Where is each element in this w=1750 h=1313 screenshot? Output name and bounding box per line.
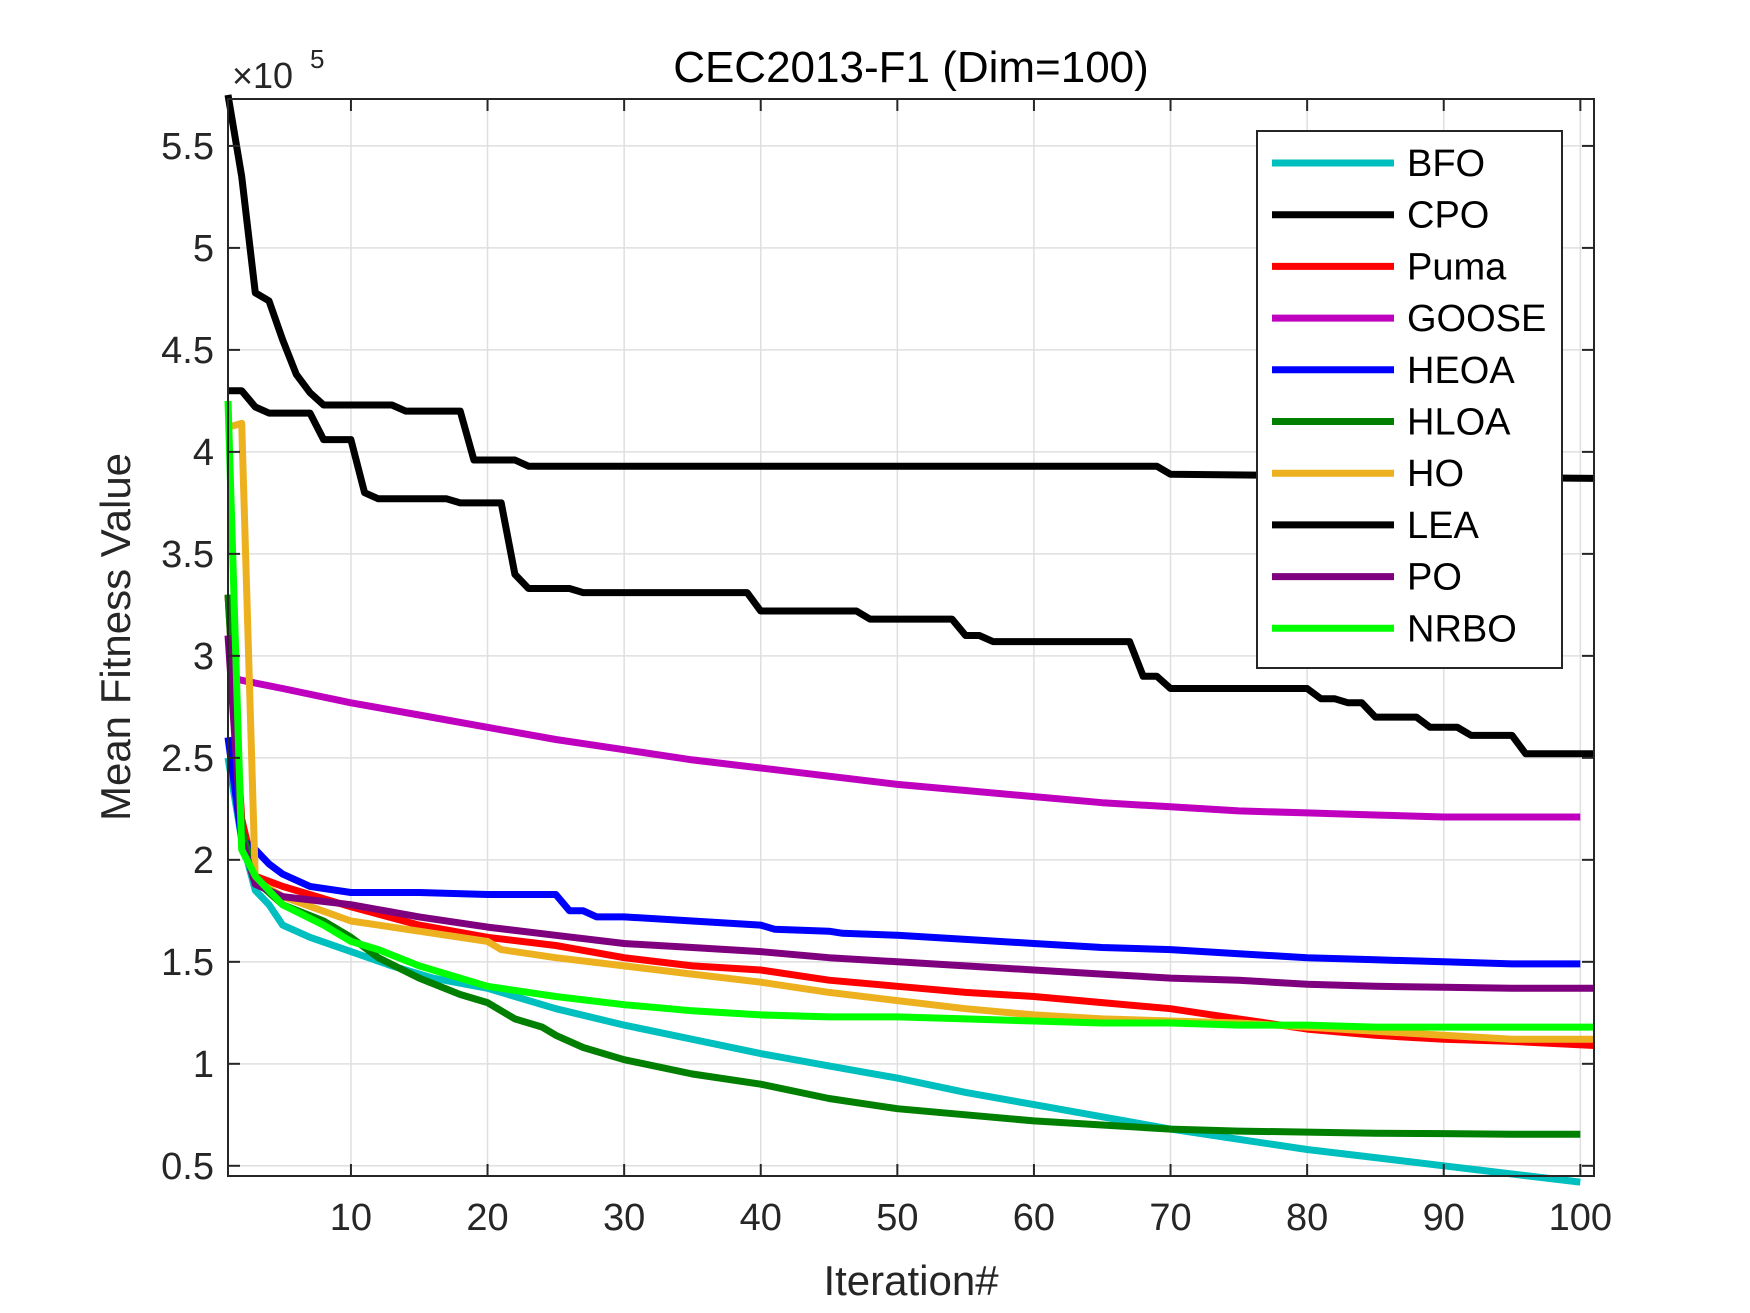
series-line-hloa <box>224 594 1581 1138</box>
chart-title: CEC2013-F1 (Dim=100) <box>673 43 1149 92</box>
legend-item-heoa: HEOA <box>1272 350 1515 392</box>
x-tick-label: 90 <box>1423 1197 1465 1239</box>
legend-item-goose: GOOSE <box>1272 298 1546 340</box>
y-tick-label: 2 <box>193 840 214 882</box>
x-tick-label: 80 <box>1286 1197 1328 1239</box>
series-line-cpo <box>228 387 1594 758</box>
legend-item-nrbo: NRBO <box>1272 608 1517 650</box>
series-line-nrbo <box>224 400 1594 1031</box>
x-tick-label: 40 <box>740 1197 782 1239</box>
axes <box>227 98 1595 1177</box>
x-axis-label: Iteration# <box>823 1257 999 1304</box>
x-tick-label: 70 <box>1149 1197 1191 1239</box>
series-layer <box>224 94 1595 1186</box>
x-tick-label: 50 <box>876 1197 918 1239</box>
x-tick-label: 100 <box>1549 1197 1612 1239</box>
legend-label: BFO <box>1407 143 1485 185</box>
legend-label: NRBO <box>1407 608 1517 650</box>
y-multiplier-exponent: 5 <box>310 44 324 74</box>
series-line-heoa <box>224 736 1581 968</box>
y-tick-label: 4.5 <box>161 330 214 372</box>
y-tick-label: 1.5 <box>161 942 214 984</box>
y-tick-label: 4 <box>193 432 214 474</box>
legend-label: HLOA <box>1407 402 1511 444</box>
legend-label: GOOSE <box>1407 298 1546 340</box>
legend-item-cpo: CPO <box>1272 195 1489 237</box>
y-tick-label: 2.5 <box>161 738 214 780</box>
x-tick-label: 20 <box>466 1197 508 1239</box>
legend-label: HO <box>1407 453 1464 495</box>
x-tick-label: 60 <box>1013 1197 1055 1239</box>
axes-box <box>227 98 1595 1177</box>
legend-item-lea: LEA <box>1272 505 1479 547</box>
y-multiplier-base: ×10 <box>232 55 293 96</box>
y-tick-label: 5 <box>193 228 214 270</box>
y-tick-label: 3.5 <box>161 534 214 576</box>
legend-item-ho: HO <box>1272 453 1464 495</box>
y-tick-label: 3 <box>193 636 214 678</box>
x-tick-label: 30 <box>603 1197 645 1239</box>
series-line-bfo <box>224 757 1581 1186</box>
y-tick-label: 5.5 <box>161 126 214 168</box>
series-line-lea <box>224 94 1595 482</box>
y-axis-multiplier: ×10 5 <box>232 44 324 96</box>
series-line-po <box>224 635 1594 992</box>
legend-label: CPO <box>1407 195 1489 237</box>
x-tick-label: 10 <box>330 1197 372 1239</box>
legend-item-bfo: BFO <box>1272 143 1485 185</box>
legend-label: HEOA <box>1407 350 1515 392</box>
legend-item-po: PO <box>1272 557 1462 599</box>
tick-labels: 10 20 30 40 50 60 70 80 90 100 0.5 1 1.5 2 2.5 3 3.5 4 4.5… <box>161 126 1612 1239</box>
legend-label: PO <box>1407 557 1462 599</box>
y-axis-label: Mean Fitness Value <box>92 453 139 821</box>
y-tick-label: 1 <box>193 1044 214 1086</box>
legend-item-puma: Puma <box>1272 246 1507 288</box>
legend-label: LEA <box>1407 505 1479 547</box>
series-line-goose <box>227 672 1581 821</box>
legend-item-hloa: HLOA <box>1272 402 1511 444</box>
y-tick-label: 0.5 <box>161 1146 214 1188</box>
legend: BFO CPO Puma GOOSE HEOA HLOA HO LEA PO NRBO <box>1256 130 1563 669</box>
legend-label: Puma <box>1407 246 1507 288</box>
